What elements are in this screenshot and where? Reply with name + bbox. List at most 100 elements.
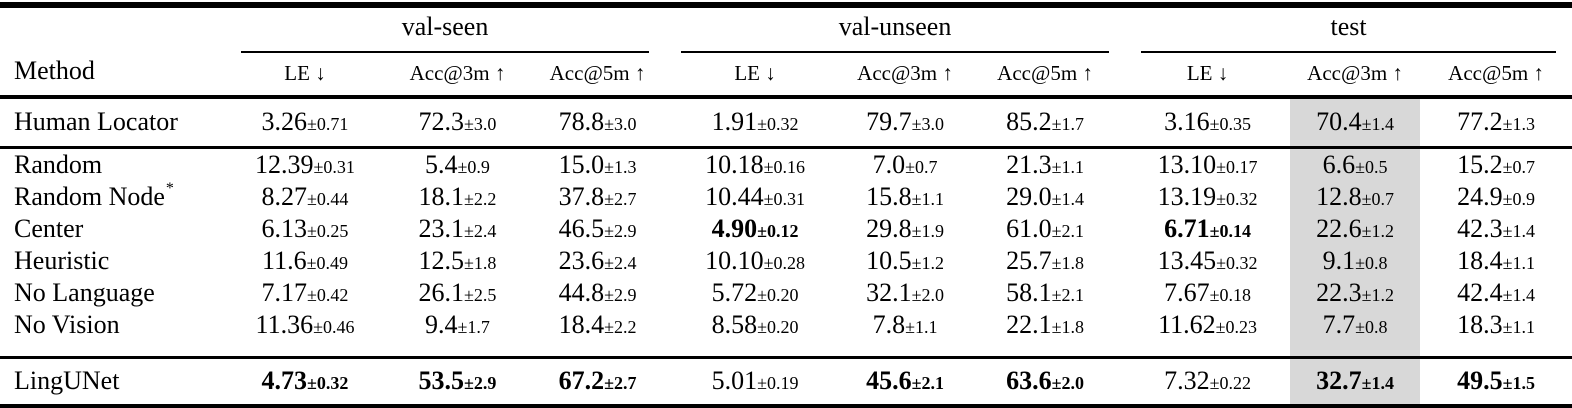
value-uncertainty: ±1.1 <box>1502 316 1535 337</box>
value-uncertainty: ±1.1 <box>905 316 938 337</box>
method-cell: Heuristic <box>14 245 110 275</box>
value-uncertainty: ±0.8 <box>1355 252 1388 273</box>
value-uncertainty: ±1.5 <box>1502 373 1535 394</box>
value-cell: 13.10±0.17 <box>1125 145 1291 181</box>
value-uncertainty: ±0.32 <box>307 373 349 394</box>
value-uncertainty: ±0.31 <box>313 156 355 177</box>
group-header-val-seen: val-seen <box>225 5 665 53</box>
value-main: 45.6 <box>866 366 912 396</box>
col-header-acc3m: Acc@3m ↑ <box>1290 53 1421 99</box>
value-main: 15.8 <box>866 181 912 211</box>
value-cell: 13.45±0.32 <box>1125 245 1290 277</box>
group-label-underline: test <box>1141 8 1557 53</box>
value-uncertainty: ±3.0 <box>464 114 497 135</box>
value-uncertainty: ±0.9 <box>457 156 490 177</box>
value-uncertainty: ±1.1 <box>1502 252 1535 273</box>
method-cell: Center <box>14 213 84 243</box>
value-cell: 15.8±1.1 <box>845 181 965 213</box>
group-label: val-seen <box>401 12 489 41</box>
value-cell: 10.5±1.2 <box>845 245 965 277</box>
value-cell: 9.1±0.8 <box>1290 244 1421 277</box>
method-superscript: * <box>165 179 174 197</box>
value-cell: 85.2±1.7 <box>965 97 1125 147</box>
value-main: 22.6 <box>1316 213 1362 243</box>
value-cell: 7.0±0.7 <box>845 145 966 181</box>
value-uncertainty: ±0.71 <box>307 114 349 135</box>
value-main: 44.8 <box>558 277 605 307</box>
value-main: 26.1 <box>418 277 465 307</box>
value-uncertainty: ±0.7 <box>1502 156 1535 177</box>
value-uncertainty: ±1.8 <box>464 252 497 273</box>
value-uncertainty: ±0.42 <box>307 284 349 305</box>
value-uncertainty: ±1.7 <box>1051 114 1084 135</box>
value-cell: 11.62±0.23 <box>1125 309 1290 358</box>
value-uncertainty: ±1.2 <box>911 252 944 273</box>
value-main: 10.5 <box>866 245 912 275</box>
value-uncertainty: ±0.16 <box>763 156 805 177</box>
value-uncertainty: ±0.32 <box>757 114 799 135</box>
value-main: 4.90 <box>711 213 758 243</box>
value-cell: 7.67±0.18 <box>1125 277 1290 309</box>
value-uncertainty: ±2.9 <box>604 220 637 241</box>
value-main: 11.62 <box>1158 309 1216 339</box>
method-cell: Random Node* <box>14 179 174 211</box>
value-cell: 26.1±2.5 <box>385 277 530 309</box>
value-cell: 12.39±0.31 <box>225 145 385 181</box>
value-cell: 18.4±2.2 <box>530 309 665 358</box>
col-header-acc5m: Acc@5m ↑ <box>1420 53 1572 99</box>
value-main: 49.5 <box>1457 366 1503 396</box>
table-row: No Vision 11.36±0.46 9.4±1.7 18.4±2.2 8.58±0… <box>0 308 1572 358</box>
method-cell: Human Locator <box>14 107 178 137</box>
column-header-row: Method LE ↓ Acc@3m ↑ Acc@5m ↑ LE ↓ Acc@3… <box>0 53 1572 99</box>
value-cell: 7.8±1.1 <box>845 309 965 358</box>
value-main: 70.4 <box>1316 107 1362 137</box>
value-main: 11.36 <box>255 309 314 339</box>
value-main: 32.7 <box>1316 366 1362 396</box>
table-section-2: LingUNet 4.73±0.32 53.5±2.9 67.2±2.7 5.01±0.… <box>0 355 1572 407</box>
group-header-test: test <box>1125 5 1572 53</box>
col-header-le: LE ↓ <box>1125 53 1291 99</box>
value-main: 22.3 <box>1316 277 1362 307</box>
value-cell: 58.1±2.1 <box>965 277 1125 309</box>
value-cell: 18.3±1.1 <box>1420 309 1572 358</box>
value-uncertainty: ±0.7 <box>905 156 938 177</box>
value-uncertainty: ±1.2 <box>1361 220 1394 241</box>
value-cell: 18.1±2.2 <box>385 181 530 213</box>
value-main: 7.8 <box>872 309 906 339</box>
value-uncertainty: ±0.25 <box>307 220 349 241</box>
value-cell: 18.4±1.1 <box>1420 245 1572 277</box>
value-uncertainty: ±2.0 <box>911 284 944 305</box>
value-uncertainty: ±0.19 <box>757 373 799 394</box>
value-cell: 67.2±2.7 <box>530 355 666 407</box>
value-uncertainty: ±3.0 <box>604 114 637 135</box>
value-uncertainty: ±2.1 <box>1051 220 1084 241</box>
value-cell: 11.6±0.49 <box>225 245 385 277</box>
value-uncertainty: ±0.49 <box>306 252 348 273</box>
method-cell: No Vision <box>14 309 120 339</box>
value-cell: 21.3±1.1 <box>965 145 1126 181</box>
value-uncertainty: ±0.46 <box>313 316 355 337</box>
value-uncertainty: ±1.4 <box>1051 188 1084 209</box>
value-main: 29.0 <box>1006 181 1052 211</box>
value-main: 15.2 <box>1457 149 1503 179</box>
value-main: 46.5 <box>558 213 605 243</box>
value-main: 29.8 <box>866 213 912 243</box>
corner-cell <box>0 5 225 53</box>
value-cell: 1.91±0.32 <box>665 97 845 147</box>
value-main: 7.32 <box>1164 366 1210 396</box>
value-cell: 3.26±0.71 <box>225 97 385 147</box>
value-main: 21.3 <box>1006 149 1052 179</box>
value-cell: 42.3±1.4 <box>1420 213 1572 245</box>
value-cell: 37.8±2.7 <box>530 181 665 213</box>
value-cell: 49.5±1.5 <box>1420 355 1572 407</box>
value-uncertainty: ±0.7 <box>1361 188 1394 209</box>
value-main: 5.72 <box>711 277 758 307</box>
value-main: 12.39 <box>255 149 314 179</box>
value-main: 61.0 <box>1006 213 1052 243</box>
value-main: 8.58 <box>711 309 758 339</box>
value-cell: 29.0±1.4 <box>965 181 1125 213</box>
value-uncertainty: ±2.5 <box>464 284 497 305</box>
value-cell: 6.6±0.5 <box>1290 145 1421 181</box>
value-main: 42.4 <box>1457 277 1503 307</box>
value-uncertainty: ±3.0 <box>911 114 944 135</box>
